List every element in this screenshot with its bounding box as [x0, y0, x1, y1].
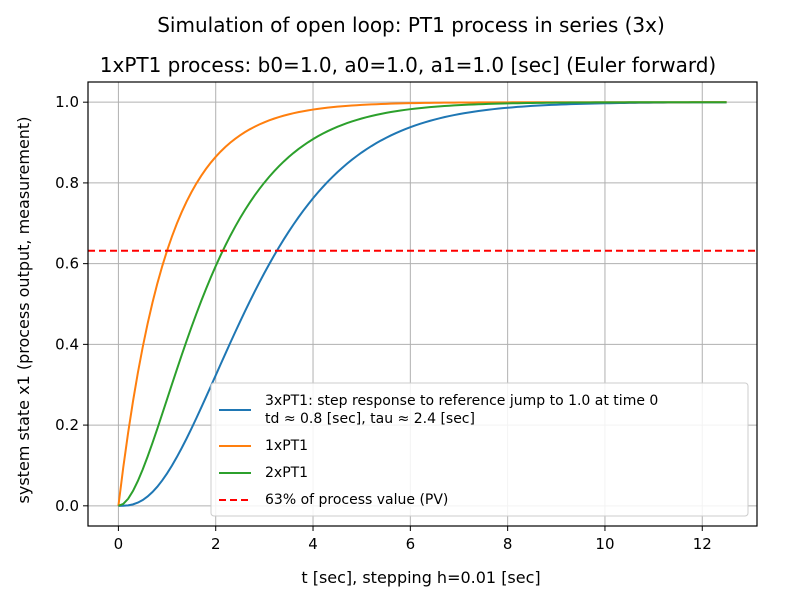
y-tick-label: 0.4: [55, 335, 79, 353]
y-tick-label: 1.0: [55, 93, 79, 111]
legend-label: td ≈ 0.8 [sec], tau ≈ 2.4 [sec]: [265, 411, 475, 427]
y-axis-label: system state x1 (process output, measure…: [14, 117, 33, 504]
legend: 3xPT1: step response to reference jump t…: [210, 382, 749, 517]
x-tick-label: 4: [308, 535, 318, 553]
x-tick-label: 12: [693, 535, 712, 553]
x-tick-label: 2: [211, 535, 221, 553]
axes-frame: [87, 81, 758, 527]
ticks: 0 2 4 6 8 10 12 0.0 0.2 0.4 0.6 0.8 1.0: [55, 93, 712, 553]
x-axis-label: t [sec], stepping h=0.01 [sec]: [301, 568, 540, 587]
series-line-2xpt1: [118, 101, 727, 507]
y-tick-label: 0.2: [55, 416, 79, 434]
legend-label: 2xPT1: [265, 465, 308, 481]
y-tick-label: 0.8: [55, 174, 79, 192]
chart-suptitle: Simulation of open loop: PT1 process in …: [157, 13, 665, 37]
legend-label: 63% of process value (PV): [265, 492, 448, 508]
x-tick-label: 6: [406, 535, 416, 553]
y-tick-label: 0.0: [55, 497, 79, 515]
legend-box: [210, 382, 749, 517]
grid: [88, 82, 757, 526]
y-tick-label: 0.6: [55, 255, 79, 273]
x-tick-label: 8: [503, 535, 513, 553]
x-tick-label: 10: [595, 535, 614, 553]
legend-label: 3xPT1: step response to reference jump t…: [265, 393, 658, 409]
chart-title: 1xPT1 process: b0=1.0, a0=1.0, a1=1.0 [s…: [100, 53, 716, 77]
plot-area: [88, 101, 757, 507]
legend-label: 1xPT1: [265, 438, 308, 454]
x-tick-label: 0: [114, 535, 124, 553]
